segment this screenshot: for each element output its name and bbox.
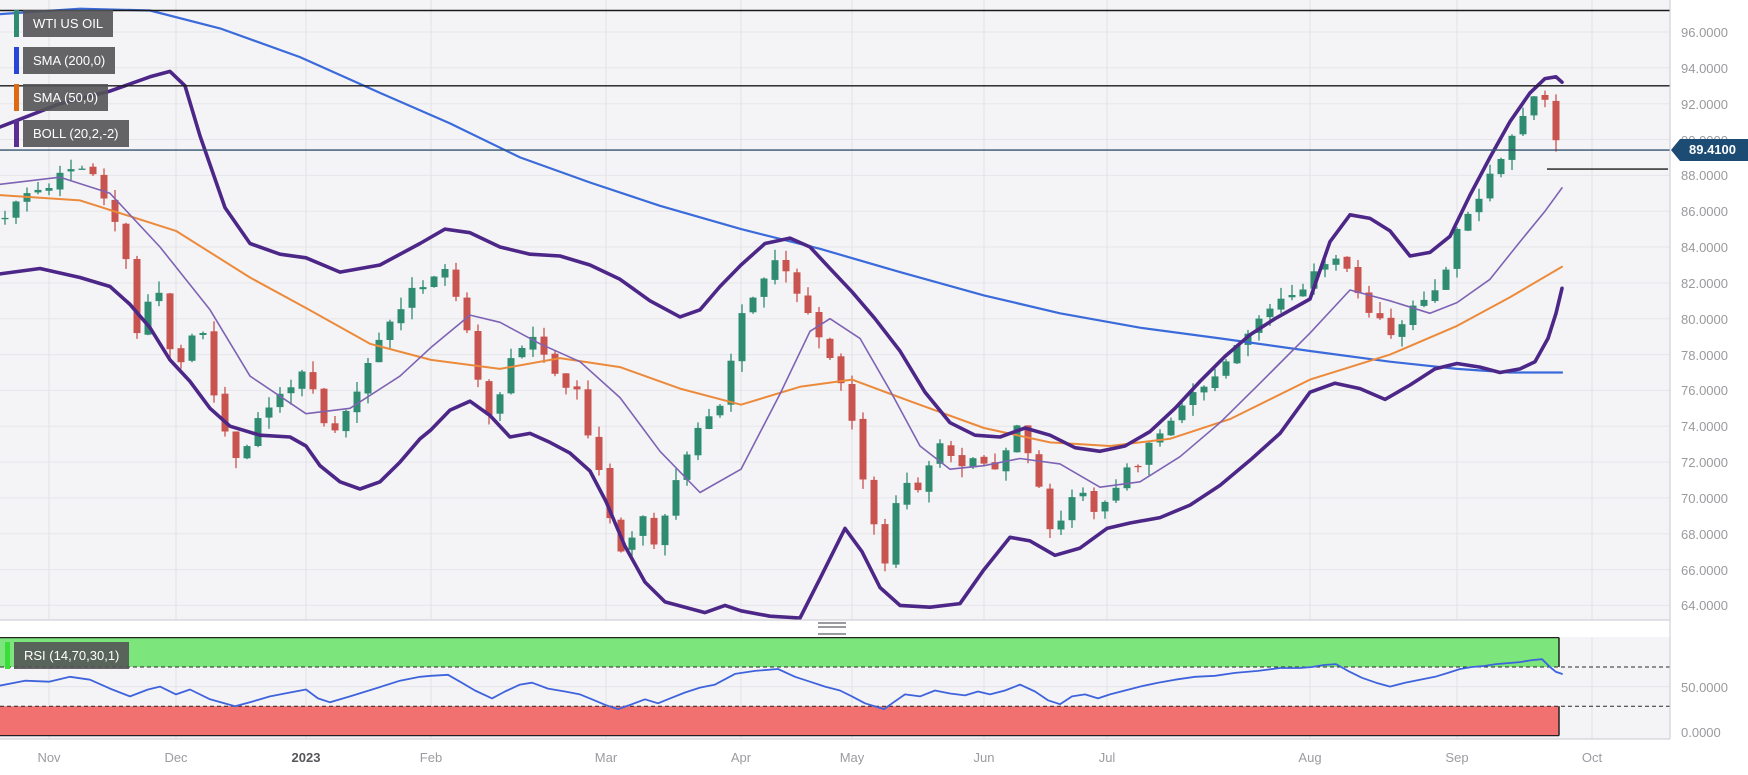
price-tick-label: 96.0000 [1681, 25, 1728, 40]
price-tick-label: 84.0000 [1681, 240, 1728, 256]
month-label: Apr [730, 750, 752, 765]
price-tick-label: 72.0000 [1681, 455, 1728, 471]
month-label: Jun [973, 750, 995, 765]
level-lines [0, 9, 1670, 170]
month-label: Feb [419, 750, 443, 765]
price-axis[interactable]: 96.000094.000092.000090.000088.000086.00… [1670, 0, 1748, 740]
month-label: Nov [37, 750, 61, 765]
legend-wti[interactable]: WTI US OIL [14, 10, 114, 37]
divider-handle-icon[interactable] [818, 622, 846, 635]
price-tick-label: 64.0000 [1681, 598, 1728, 614]
indicator-lines [0, 7, 1564, 620]
price-tick-label: 94.0000 [1681, 60, 1728, 76]
legend-sma50[interactable]: SMA (50,0) [14, 84, 109, 111]
price-tick-label: 68.0000 [1681, 526, 1728, 542]
rsi-panel[interactable] [0, 637, 1670, 739]
sma50-color-bar-icon [14, 84, 19, 111]
wti-color-bar-icon [14, 10, 19, 37]
gridlines [0, 0, 1670, 739]
price-tick-label: 86.0000 [1681, 204, 1728, 220]
rsi-tick-label: 50.0000 [1681, 679, 1728, 695]
month-label: Oct [1581, 750, 1603, 765]
rsi-tick-label: 0.0000 [1681, 725, 1721, 740]
panel-borders [0, 0, 1671, 740]
sma200-color-bar-icon [14, 47, 19, 74]
price-tick-label: 80.0000 [1681, 311, 1728, 327]
price-tick-label: 82.0000 [1681, 275, 1728, 291]
month-label: Mar [594, 750, 618, 765]
price-tick-label: 78.0000 [1681, 347, 1728, 363]
legend-wti-label: WTI US OIL [23, 10, 114, 37]
price-panel[interactable] [0, 0, 1670, 620]
rsi-line-layer [0, 658, 1563, 710]
price-tick-label: 92.0000 [1681, 96, 1728, 112]
month-label: Sep [1445, 750, 1469, 765]
legend-sma200-label: SMA (200,0) [23, 47, 116, 74]
month-label: Aug [1298, 750, 1322, 765]
month-label: May [839, 750, 865, 765]
legend-rsi-label: RSI (14,70,30,1) [14, 642, 130, 669]
price-tick-label: 76.0000 [1681, 383, 1728, 399]
legend-rsi[interactable]: RSI (14,70,30,1) [5, 642, 130, 669]
price-tick-label: 66.0000 [1681, 562, 1728, 578]
price-tick-label: 74.0000 [1681, 419, 1728, 435]
candles-layer [1, 90, 1560, 572]
legend-sma200[interactable]: SMA (200,0) [14, 47, 116, 74]
price-tick-label: 88.0000 [1681, 168, 1728, 184]
last-price-tag: 89.4100 [1671, 139, 1748, 161]
rsi-zones [0, 636, 1670, 737]
price-tick-label: 70.0000 [1681, 490, 1728, 506]
legend-sma50-label: SMA (50,0) [23, 84, 109, 111]
boll-color-bar-icon [14, 120, 19, 147]
legend-boll[interactable]: BOLL (20,2,-2) [14, 120, 129, 147]
legend-boll-label: BOLL (20,2,-2) [23, 120, 129, 147]
month-label: Dec [164, 750, 188, 765]
month-label: Jul [1098, 750, 1116, 765]
rsi-color-bar-icon [5, 642, 10, 669]
month-label: 2023 [291, 750, 321, 765]
